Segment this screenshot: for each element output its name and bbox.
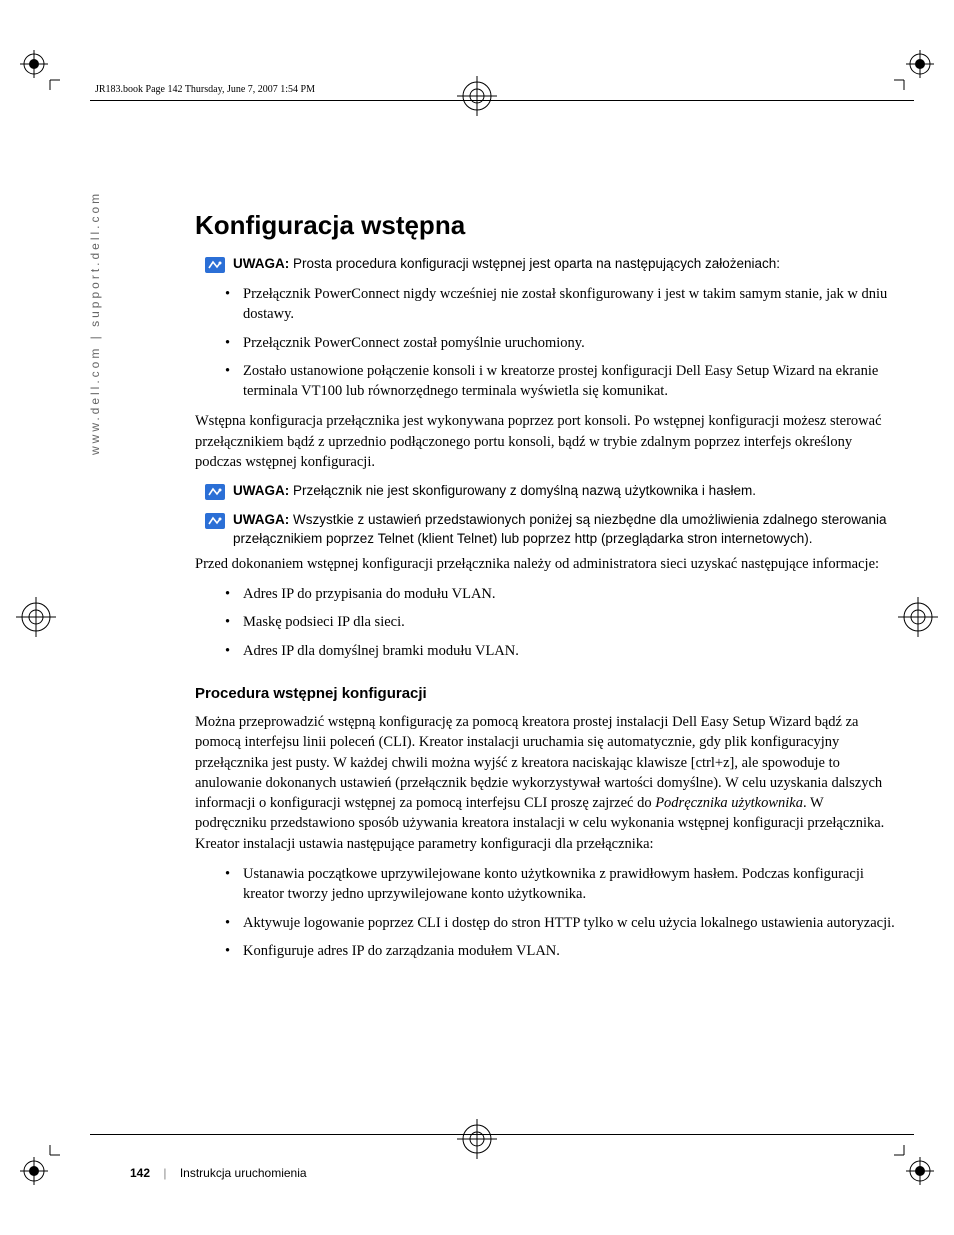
list-item: Zostało ustanowione połączenie konsoli i… bbox=[243, 361, 895, 402]
registration-mark-left bbox=[10, 591, 62, 643]
bullet-list-1: Przełącznik PowerConnect nigdy wcześniej… bbox=[195, 284, 895, 401]
list-item: Konfiguruje adres IP do zarządzania modu… bbox=[243, 941, 895, 961]
note-icon bbox=[205, 513, 227, 534]
list-item: Przełącznik PowerConnect nigdy wcześniej… bbox=[243, 284, 895, 325]
crop-mark-tr bbox=[894, 50, 934, 90]
list-item: Adres IP dla domyślnej bramki modułu VLA… bbox=[243, 641, 895, 661]
note-text: UWAGA: Przełącznik nie jest skonfigurowa… bbox=[233, 482, 756, 500]
note-icon bbox=[205, 257, 227, 278]
bullet-list-3: Ustanawia początkowe uprzywilejowane kon… bbox=[195, 864, 895, 961]
footer-title: Instrukcja uruchomienia bbox=[180, 1166, 307, 1180]
page-title: Konfiguracja wstępna bbox=[195, 210, 895, 241]
list-item: Maskę podsieci IP dla sieci. bbox=[243, 612, 895, 632]
paragraph: Przed dokonaniem wstępnej konfiguracji p… bbox=[195, 554, 895, 574]
crop-mark-tl bbox=[20, 50, 60, 90]
page-footer: 142 | Instrukcja uruchomienia bbox=[130, 1166, 307, 1180]
footer-rule bbox=[90, 1134, 914, 1135]
note-text: UWAGA: Prosta procedura konfiguracji wst… bbox=[233, 255, 780, 273]
content-area: Konfiguracja wstępna UWAGA: Prosta proce… bbox=[195, 210, 895, 971]
note-1: UWAGA: Prosta procedura konfiguracji wst… bbox=[205, 255, 895, 278]
paragraph: Można przeprowadzić wstępną konfigurację… bbox=[195, 712, 895, 854]
page-header: JR183.book Page 142 Thursday, June 7, 20… bbox=[95, 84, 315, 95]
page-number: 142 bbox=[130, 1166, 150, 1180]
list-item: Adres IP do przypisania do modułu VLAN. bbox=[243, 584, 895, 604]
list-item: Aktywuje logowanie poprzez CLI i dostęp … bbox=[243, 913, 895, 933]
note-icon bbox=[205, 484, 227, 505]
registration-mark-bottom bbox=[451, 1113, 503, 1165]
note-text: UWAGA: Wszystkie z ustawień przedstawion… bbox=[233, 511, 895, 547]
note-2: UWAGA: Przełącznik nie jest skonfigurowa… bbox=[205, 482, 895, 505]
registration-mark-right bbox=[892, 591, 944, 643]
header-rule bbox=[90, 100, 914, 101]
list-item: Przełącznik PowerConnect został pomyślni… bbox=[243, 333, 895, 353]
registration-mark-top bbox=[451, 70, 503, 122]
crop-mark-br bbox=[894, 1145, 934, 1185]
section-subtitle: Procedura wstępnej konfiguracji bbox=[195, 685, 895, 702]
paragraph: Wstępna konfiguracja przełącznika jest w… bbox=[195, 411, 895, 472]
list-item: Ustanawia początkowe uprzywilejowane kon… bbox=[243, 864, 895, 905]
note-3: UWAGA: Wszystkie z ustawień przedstawion… bbox=[205, 511, 895, 547]
bullet-list-2: Adres IP do przypisania do modułu VLAN. … bbox=[195, 584, 895, 661]
crop-mark-bl bbox=[20, 1145, 60, 1185]
side-url: www.dell.com | support.dell.com bbox=[88, 191, 102, 455]
footer-separator: | bbox=[163, 1166, 166, 1180]
